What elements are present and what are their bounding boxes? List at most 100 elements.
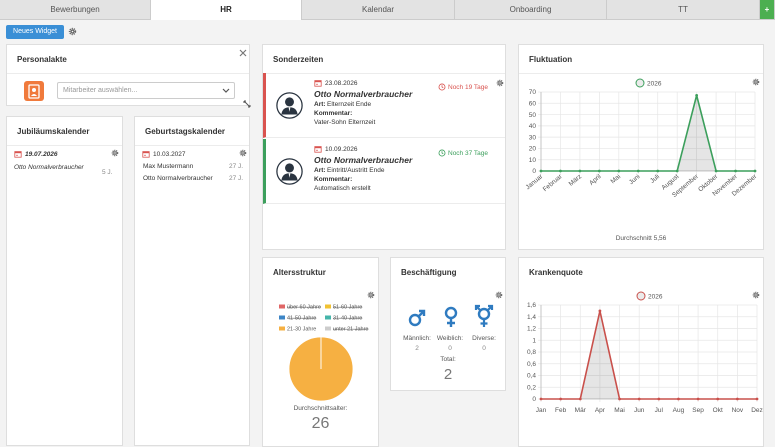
y-tick-label: 0,6 [527, 361, 536, 368]
entry-type: Elternzeit Ende [327, 101, 372, 108]
legend-swatch [636, 291, 646, 301]
point [716, 397, 720, 401]
point [675, 169, 679, 173]
settings-icon[interactable] [239, 149, 247, 157]
widget-title: Beschäftigung [401, 268, 457, 277]
chart-footer: Durchschnitt 5,56 [615, 235, 667, 242]
y-tick-label: 30 [529, 134, 537, 141]
tab[interactable]: Bewerbungen [0, 0, 151, 20]
widget-header: Jubiläumskalender [7, 117, 122, 146]
total-value: 2 [443, 366, 453, 383]
gear-shape [497, 80, 502, 85]
y-tick-label: 0 [532, 168, 536, 175]
female-icon [444, 306, 458, 327]
altersstruktur-widget: Altersstruktur über 60 Jahre 51-60 Jahre 4… [262, 257, 379, 447]
special-time-entry: 23.08.2026 Otto Normalverbraucher Art: Elte… [263, 73, 505, 138]
legend-label: über 60 Jahre [287, 305, 321, 311]
y-tick-label: 10 [529, 157, 537, 164]
y-tick-label: 1,6 [527, 302, 536, 309]
x-tick-label: Mär [575, 407, 587, 414]
jubilaeum-widget: Jubiläumskalender 19.07.2026 Otto Normal… [6, 116, 123, 446]
legend-label: 41-50 Jahre [287, 316, 316, 322]
x-tick-label: Juni [628, 173, 642, 186]
calendar-icon [314, 145, 322, 153]
legend-label: 21-30 Jahre [287, 327, 316, 333]
x-tick-label: März [568, 173, 584, 188]
tab[interactable]: TT [607, 0, 760, 20]
point [734, 169, 737, 173]
legend-swatch [279, 315, 285, 320]
entry-comment: Vater-Sohn Elternzeit [314, 119, 376, 126]
widget-header: Beschäftigung [391, 258, 505, 286]
avatar-shape [276, 158, 303, 185]
point [559, 397, 563, 401]
krankenquote-widget: Krankenquote 0 0,2 0,4 0,6 0,8 1 1,2 1,4 1,6 Jan F… [518, 257, 764, 447]
widget-header: Geburtstagskalender [135, 117, 249, 146]
settings-icon[interactable] [495, 291, 503, 299]
point [618, 397, 621, 401]
gender-count: 2 [415, 345, 419, 352]
x-tick-label: Juli [649, 173, 661, 185]
employee-select[interactable]: Mitarbeiter auswählen... [57, 82, 235, 99]
personalakte-widget: Personalakte Mitarbeiter auswählen... [6, 44, 251, 108]
widget-title: Krankenquote [529, 268, 583, 277]
y-tick-label: 1 [532, 337, 536, 344]
point [597, 169, 601, 173]
gender-count: 0 [482, 345, 486, 352]
tab-active[interactable]: HR [151, 0, 302, 20]
point [677, 397, 680, 401]
diverse-icon [474, 304, 494, 327]
point [578, 397, 582, 401]
entry-date: 23.08.2026 [325, 80, 358, 87]
tab-add[interactable]: + [760, 0, 775, 20]
point [753, 169, 757, 173]
legend-swatch [279, 326, 285, 331]
y-tick-label: 0,4 [527, 373, 536, 380]
point [617, 169, 621, 173]
entry-comment-label: Kommentar: [314, 110, 353, 117]
new-widget-button[interactable]: Neues Widget [6, 25, 64, 39]
point [598, 309, 602, 313]
x-tick-label: Jul [655, 407, 664, 414]
x-tick-label: Jun [634, 407, 645, 414]
pie-chart: über 60 Jahre 51-60 Jahre 41-50 Jahre 31-40… [279, 304, 368, 402]
point [695, 93, 699, 97]
file-icon [24, 81, 44, 101]
clock-icon [438, 149, 446, 157]
special-time-entry: 10.09.2026 Otto Normalverbraucher Art: Eint… [263, 139, 505, 204]
widget-title: Fluktuation [529, 55, 573, 64]
tab[interactable]: Onboarding [455, 0, 607, 20]
legend-swatch [635, 78, 645, 88]
x-tick-label: Mai [614, 407, 624, 414]
x-tick-label: Februar [542, 173, 565, 194]
calendar-icon [314, 79, 322, 87]
x-tick-label: Okt [713, 407, 723, 414]
settings-icon[interactable] [496, 79, 504, 87]
jubilee-name: Otto Normalverbraucher [14, 164, 84, 171]
close-icon[interactable] [239, 49, 247, 57]
x-tick-label: Mai [610, 173, 623, 185]
birthday-age: 27 J. [229, 175, 244, 182]
x-tick-label: Sep [692, 407, 704, 414]
y-tick-label: 50 [529, 112, 537, 119]
point [559, 169, 562, 173]
point [578, 169, 582, 173]
legend-swatch [325, 315, 331, 320]
widget-header: Fluktuation [519, 45, 763, 74]
entry-comment-label: Kommentar: [314, 176, 353, 183]
settings-icon[interactable] [111, 149, 119, 157]
point [656, 169, 660, 173]
sonderzeiten-widget: Sonderzeiten 23.08.2026 Otto Normalverbra… [262, 44, 506, 250]
y-tick-label: 1,2 [527, 326, 536, 333]
calendar-icon [14, 150, 22, 158]
tab[interactable]: Kalendar [302, 0, 455, 20]
average-age-label: Durchschnittsalter: [293, 405, 348, 412]
settings-icon[interactable] [68, 27, 77, 36]
total-label: Total: [440, 356, 456, 363]
y-tick-label: 20 [529, 146, 537, 153]
resize-icon[interactable] [243, 100, 251, 108]
jubilee-years: 5 J. [102, 169, 113, 176]
line-chart: 0 0,2 0,4 0,6 0,8 1 1,2 1,4 1,6 Jan Feb Mär Apr Mai Ju… [527, 291, 763, 414]
